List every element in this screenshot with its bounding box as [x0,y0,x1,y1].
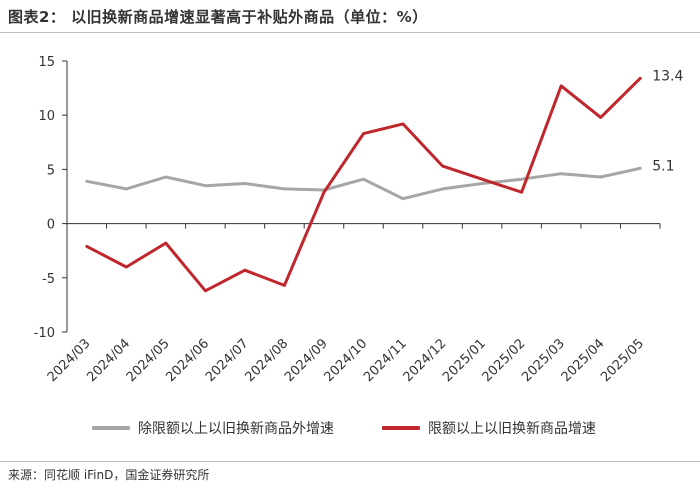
data-point-red [85,245,88,248]
legend-swatch-gray [92,426,130,430]
legend-swatch-red [382,426,420,430]
chart-legend: 除限额以上以旧换新商品外增速 限额以上以旧换新商品增速 [0,418,700,440]
source-note: 来源：同花顺 iFinD，国金证券研究所 [8,468,210,482]
y-tick-label: -10 [34,326,55,341]
data-point-red [362,132,365,135]
data-point-red [204,289,207,292]
chart-title: 图表2： 以旧换新商品增速显著高于补贴外商品（单位：%） [8,8,428,26]
data-point-gray [125,187,128,190]
end-value-label-gray: 5.1 [652,158,674,174]
series-line-red [85,76,642,293]
data-point-red [520,191,523,194]
y-tick-label: 0 [47,218,55,233]
data-point-gray [362,178,365,181]
legend-label-red: 限额以上以旧换新商品增速 [428,421,596,437]
y-tick-label: -5 [42,272,55,287]
data-point-gray [481,182,484,185]
labels-layer: 5.1 13.4 [652,68,683,174]
data-point-red [323,191,326,194]
data-point-red [481,178,484,181]
end-value-label-red: 13.4 [652,68,683,84]
bottom-divider [0,461,700,462]
data-point-gray [402,197,405,200]
data-point-gray [639,167,642,170]
y-tick-label: 15 [38,55,55,70]
data-point-red [402,122,405,125]
data-point-red [599,116,602,119]
y-tick-label: 5 [47,163,55,178]
legend-item-gray: 除限额以上以旧换新商品外增速 [92,418,334,438]
data-point-red [639,77,642,80]
series-layer [85,76,642,293]
data-point-red [283,284,286,287]
data-point-red [164,242,167,245]
legend-label-gray: 除限额以上以旧换新商品外增速 [138,421,334,437]
series-line-gray [85,166,642,201]
data-point-gray [283,187,286,190]
data-point-red [125,266,128,269]
data-point-red [441,165,444,168]
data-point-gray [520,178,523,181]
data-point-gray [204,184,207,187]
line-chart: 151050-5-102024/032024/042024/052024/062… [34,55,684,385]
data-point-gray [441,187,444,190]
data-point-gray [243,182,246,185]
chart-axes: 151050-5-102024/032024/042024/052024/062… [34,55,661,385]
data-point-gray [599,176,602,179]
legend-item-red: 限额以上以旧换新商品增速 [382,418,596,438]
data-point-red [560,84,563,87]
top-divider [0,32,700,33]
y-tick-label: 10 [38,109,55,124]
data-point-gray [85,180,88,183]
data-point-gray [164,176,167,179]
data-point-gray [560,172,563,175]
data-point-red [243,269,246,272]
x-tick-label: 2025/05 [598,336,647,385]
